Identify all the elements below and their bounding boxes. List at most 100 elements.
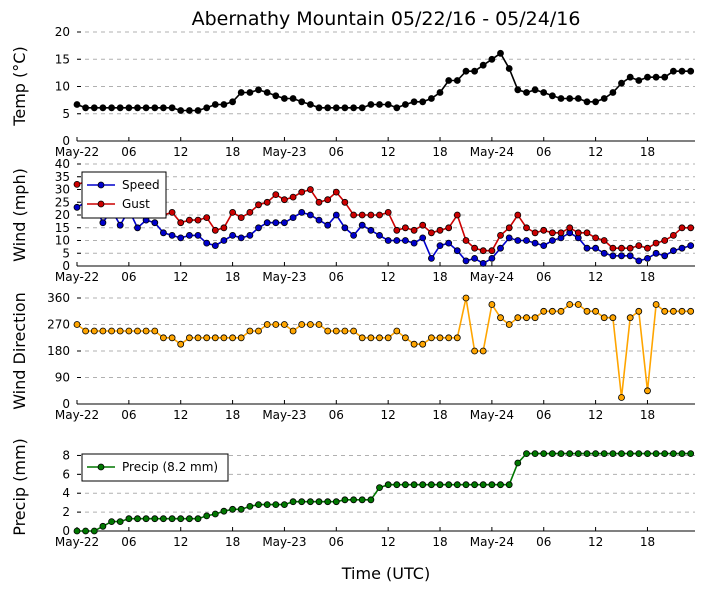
data-point-temp (358, 104, 366, 112)
data-point-dir (99, 327, 107, 335)
data-point-gust (306, 186, 314, 193)
data-point-precip (678, 450, 686, 458)
data-point-dir (609, 314, 617, 322)
data-point-temp (376, 101, 383, 108)
data-point-temp (73, 101, 81, 108)
data-point-temp (479, 61, 487, 69)
data-point-gust (358, 211, 366, 219)
data-point-precip (280, 501, 288, 509)
data-point-precip (384, 481, 392, 489)
x-tick-label: May-23 (262, 270, 306, 284)
data-point-gust (479, 247, 487, 255)
data-point-temp (185, 107, 193, 114)
data-point-gust (618, 244, 625, 252)
data-point-gust (401, 224, 409, 232)
data-point-temp (523, 89, 530, 96)
data-point-precip (220, 507, 228, 515)
data-point-temp (427, 95, 435, 102)
data-point-dir (350, 327, 358, 335)
data-point-dir (315, 321, 323, 328)
data-point-temp (583, 98, 591, 106)
data-point-speed (401, 237, 409, 244)
data-point-temp (289, 95, 297, 102)
x-tick-label: 12 (381, 145, 396, 159)
data-point-dir (272, 321, 280, 328)
data-point-dir (644, 387, 651, 395)
data-point-temp (272, 92, 280, 100)
x-tick-label: May-24 (470, 145, 514, 159)
data-point-speed (523, 237, 530, 244)
x-tick-label: 06 (536, 535, 551, 549)
data-point-gust (324, 196, 332, 204)
data-point-gust (427, 229, 435, 237)
data-point-speed (419, 234, 427, 242)
data-point-speed (134, 224, 141, 232)
data-point-temp (574, 95, 582, 102)
data-point-dir (108, 327, 115, 335)
x-tick-label: 18 (225, 408, 240, 422)
data-point-gust (410, 226, 418, 234)
x-tick-label: 12 (588, 145, 603, 159)
data-point-speed (549, 237, 556, 244)
data-point-temp (306, 101, 314, 108)
x-tick-label: 06 (329, 408, 344, 422)
data-point-temp (557, 95, 565, 102)
data-point-dir (505, 321, 513, 328)
data-point-speed (298, 208, 306, 216)
y-tick-label: 0 (62, 134, 70, 148)
data-point-temp (168, 104, 176, 112)
data-point-dir (203, 334, 211, 342)
data-point-gust (497, 231, 504, 239)
x-tick-label: 06 (536, 270, 551, 284)
data-point-dir (635, 307, 643, 315)
data-point-speed (168, 231, 176, 239)
legend-label-precip: Precip (8.2 mm) (122, 460, 218, 474)
data-point-speed (609, 252, 617, 260)
data-point-dir (410, 340, 418, 348)
data-point-speed (350, 231, 358, 239)
data-point-gust (220, 224, 228, 232)
data-point-dir (523, 314, 530, 322)
x-axis-label: Time (UTC) (341, 564, 430, 583)
data-point-dir (557, 307, 565, 315)
x-tick-label: 06 (329, 535, 344, 549)
data-point-speed (505, 234, 513, 242)
data-point-temp (497, 49, 504, 57)
y-tick-label: 6 (62, 467, 70, 481)
data-point-temp (531, 86, 539, 94)
data-point-dir (194, 334, 202, 342)
data-point-speed (479, 259, 487, 267)
data-point-speed (220, 237, 228, 244)
data-point-precip (514, 459, 522, 467)
data-point-dir (471, 347, 479, 355)
data-point-dir (116, 327, 124, 335)
data-point-gust (246, 208, 254, 216)
data-point-temp (211, 101, 219, 108)
data-point-temp (384, 101, 392, 108)
data-point-gust (574, 229, 582, 237)
data-point-dir (479, 347, 487, 355)
data-point-gust (436, 226, 444, 234)
data-point-dir (497, 314, 504, 322)
y-tick-label: 180 (47, 344, 70, 358)
y-tick-label: 5 (62, 107, 70, 121)
data-point-gust (592, 234, 599, 242)
data-point-temp (263, 89, 271, 96)
data-point-gust (505, 224, 513, 232)
data-point-dir (280, 321, 288, 328)
data-point-dir (367, 334, 375, 342)
data-point-temp (462, 67, 470, 75)
data-point-dir (600, 314, 608, 322)
data-point-gust (523, 224, 530, 232)
y-tick-label: 90 (55, 371, 70, 385)
x-tick-label: 12 (381, 535, 396, 549)
data-point-dir (436, 334, 444, 342)
data-point-dir (358, 334, 366, 342)
data-point-speed (540, 242, 548, 250)
data-point-dir (185, 334, 193, 342)
x-tick-label: 18 (640, 270, 655, 284)
data-point-precip (73, 527, 81, 535)
legend-marker-gust (97, 200, 105, 208)
data-point-dir (652, 301, 660, 308)
x-tick-label: May-23 (262, 535, 306, 549)
